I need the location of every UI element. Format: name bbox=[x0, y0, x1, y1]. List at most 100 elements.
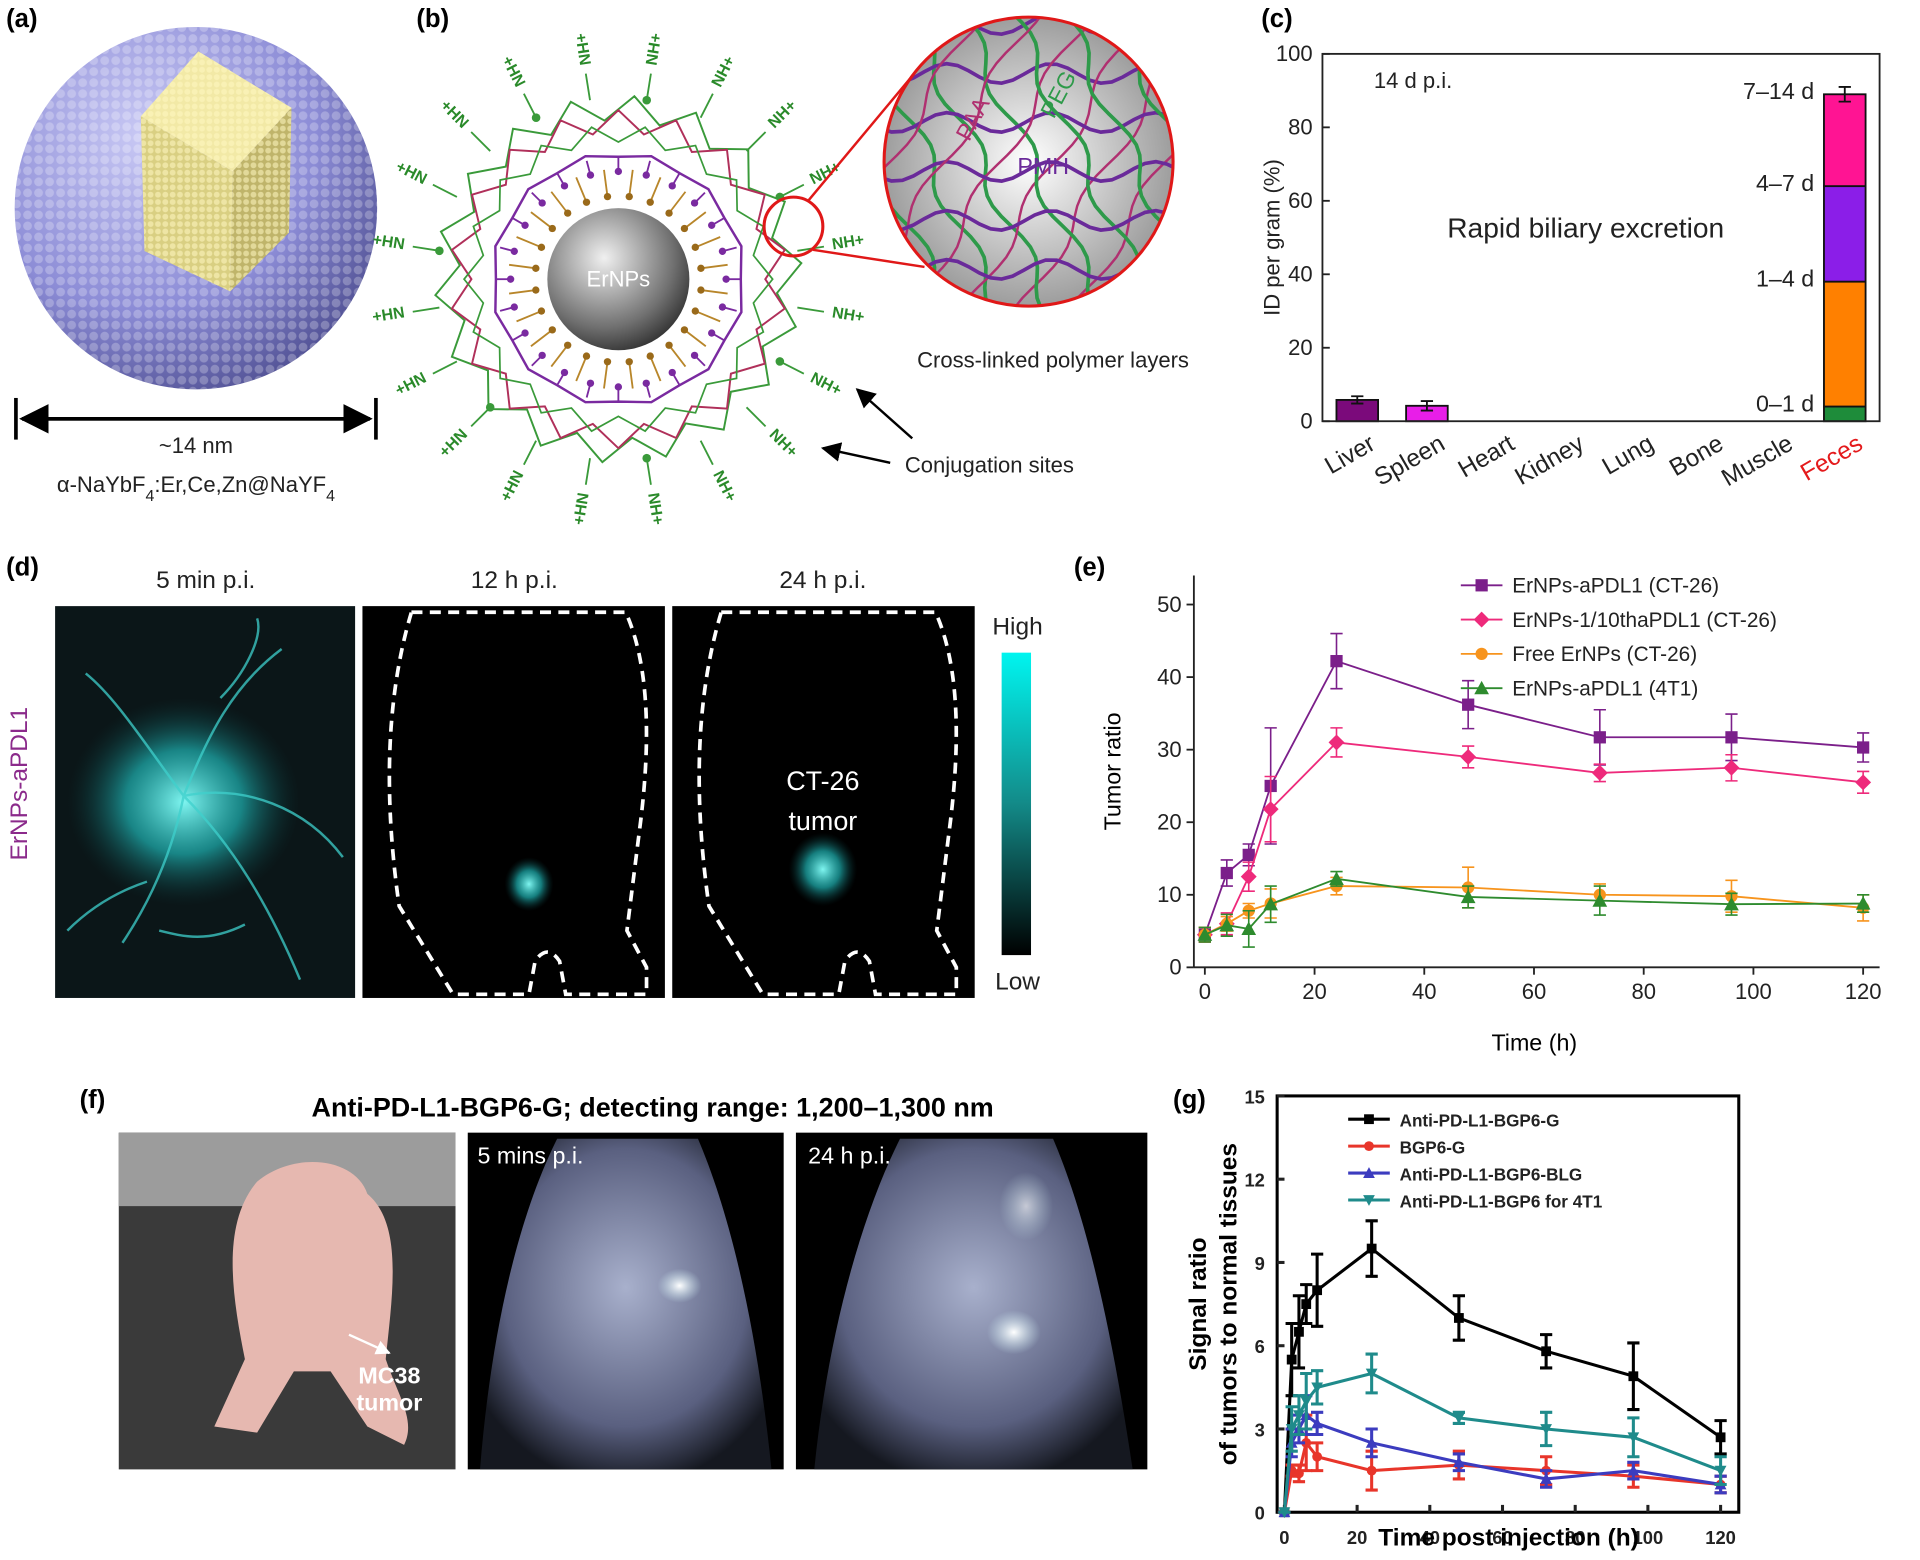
pointer bbox=[820, 442, 891, 465]
y-tick-label: 0 bbox=[1300, 409, 1312, 434]
node bbox=[642, 453, 652, 463]
colorbar-high: High bbox=[992, 613, 1042, 640]
x-tick-label: Spleen bbox=[1370, 430, 1449, 491]
ligand-head bbox=[646, 352, 654, 360]
x-tick-label: 60 bbox=[1492, 1527, 1512, 1548]
signal bbox=[67, 697, 300, 907]
time-label: 5 mins p.i. bbox=[478, 1142, 584, 1168]
formula: α-NaYbF4:Er,Ce,Zn@NaYF4 bbox=[57, 472, 335, 505]
surfactant-head bbox=[690, 351, 699, 360]
node bbox=[775, 357, 785, 366]
spacer bbox=[645, 73, 652, 101]
segment-label: 7–14 d bbox=[1743, 78, 1814, 104]
ligand-head bbox=[582, 198, 591, 206]
x-tick-label: Liver bbox=[1320, 430, 1379, 480]
ligand bbox=[603, 361, 609, 389]
x-tick-label: 100 bbox=[1633, 1527, 1664, 1548]
peg-chain bbox=[1061, 17, 1174, 307]
ligand bbox=[516, 310, 542, 323]
y-tick-label: 40 bbox=[1157, 664, 1182, 689]
subscript: 4 bbox=[326, 488, 335, 505]
amine-label: +HN bbox=[393, 370, 429, 400]
ligand-head bbox=[691, 307, 699, 315]
ligand-head bbox=[665, 341, 673, 349]
marker bbox=[1220, 866, 1233, 880]
tumor-label: tumor bbox=[356, 1390, 422, 1416]
spacer bbox=[412, 245, 440, 252]
organ-signal bbox=[999, 1171, 1054, 1241]
marker bbox=[1628, 1371, 1639, 1382]
marker bbox=[1312, 1451, 1323, 1462]
spacer bbox=[797, 306, 825, 313]
surfactant-head bbox=[521, 221, 529, 229]
ligand bbox=[628, 361, 634, 389]
marker bbox=[1364, 1141, 1374, 1152]
y-tick-label: 50 bbox=[1157, 592, 1182, 617]
y-tick-label: 20 bbox=[1157, 810, 1182, 835]
x-tick-label: 80 bbox=[1565, 1527, 1585, 1548]
surfactant-head bbox=[614, 383, 623, 391]
ligand-head bbox=[564, 341, 572, 349]
surfactant-head bbox=[690, 199, 699, 207]
panel-label: (b) bbox=[416, 5, 449, 33]
y-tick-label: 12 bbox=[1244, 1170, 1264, 1191]
ligand-head bbox=[697, 264, 705, 272]
panel-label: (e) bbox=[1074, 554, 1105, 582]
tumor-signal bbox=[788, 832, 858, 907]
legend-label: Anti-PD-L1-BGP6-BLG bbox=[1400, 1164, 1583, 1184]
legend-label: ErNPs-1/10thaPDL1 (CT-26) bbox=[1512, 609, 1777, 632]
marker bbox=[1363, 1195, 1375, 1206]
plot-frame bbox=[1321, 52, 1881, 423]
zoom-line bbox=[812, 248, 925, 269]
ligand-head bbox=[691, 243, 699, 251]
legend-label: ErNPs-aPDL1 (CT-26) bbox=[1512, 575, 1719, 598]
amine-label: NH+ bbox=[644, 492, 666, 527]
marker bbox=[1301, 1437, 1312, 1448]
marker bbox=[1855, 774, 1872, 791]
marker bbox=[1311, 1417, 1324, 1429]
marker bbox=[1219, 917, 1235, 932]
ligand bbox=[668, 344, 687, 368]
x-axis-label: Time post injection (h) bbox=[1378, 1524, 1639, 1551]
marker bbox=[1328, 734, 1345, 751]
polymer-layer bbox=[450, 108, 787, 450]
marker bbox=[1453, 1456, 1465, 1468]
series-line bbox=[1204, 885, 1864, 936]
marker bbox=[1460, 889, 1476, 904]
marker bbox=[1262, 801, 1279, 818]
amine-label: +HN bbox=[371, 304, 406, 326]
ligand bbox=[649, 355, 662, 382]
amine-label: NH+ bbox=[709, 54, 739, 90]
ligand bbox=[683, 211, 707, 230]
ligand-head bbox=[680, 224, 689, 233]
ligand bbox=[649, 177, 662, 203]
spacer bbox=[412, 306, 440, 313]
error-bar bbox=[1420, 400, 1434, 412]
marker bbox=[1453, 1313, 1464, 1323]
marker bbox=[1263, 896, 1279, 911]
y-axis-label: ID per gram (%) bbox=[1260, 159, 1285, 316]
body-outline bbox=[697, 610, 959, 997]
marker bbox=[1460, 748, 1477, 765]
marker bbox=[1285, 1424, 1298, 1435]
marker bbox=[1311, 1382, 1324, 1394]
marker bbox=[1294, 1326, 1304, 1337]
spacer bbox=[470, 406, 491, 428]
panel-title: Anti-PD-L1-BGP6-G; detecting range: 1,20… bbox=[312, 1093, 994, 1123]
spacer bbox=[523, 440, 537, 466]
ligand bbox=[575, 355, 588, 382]
bar-segment bbox=[1823, 93, 1867, 188]
surfactant-head bbox=[510, 303, 518, 311]
surfactant-head bbox=[560, 368, 569, 377]
surfactant-head bbox=[642, 171, 650, 179]
surfactant-head bbox=[538, 351, 546, 360]
x-tick-label: Feces bbox=[1796, 430, 1867, 487]
time-label: 24 h p.i. bbox=[779, 567, 866, 594]
segment-label: 1–4 d bbox=[1756, 266, 1814, 292]
time-label: 12 h p.i. bbox=[471, 567, 558, 594]
marker bbox=[1475, 647, 1488, 660]
ligand-head bbox=[603, 192, 612, 201]
x-tick-label: 20 bbox=[1347, 1527, 1367, 1548]
x-tick-label: Bone bbox=[1665, 430, 1728, 482]
ligand bbox=[508, 289, 536, 295]
